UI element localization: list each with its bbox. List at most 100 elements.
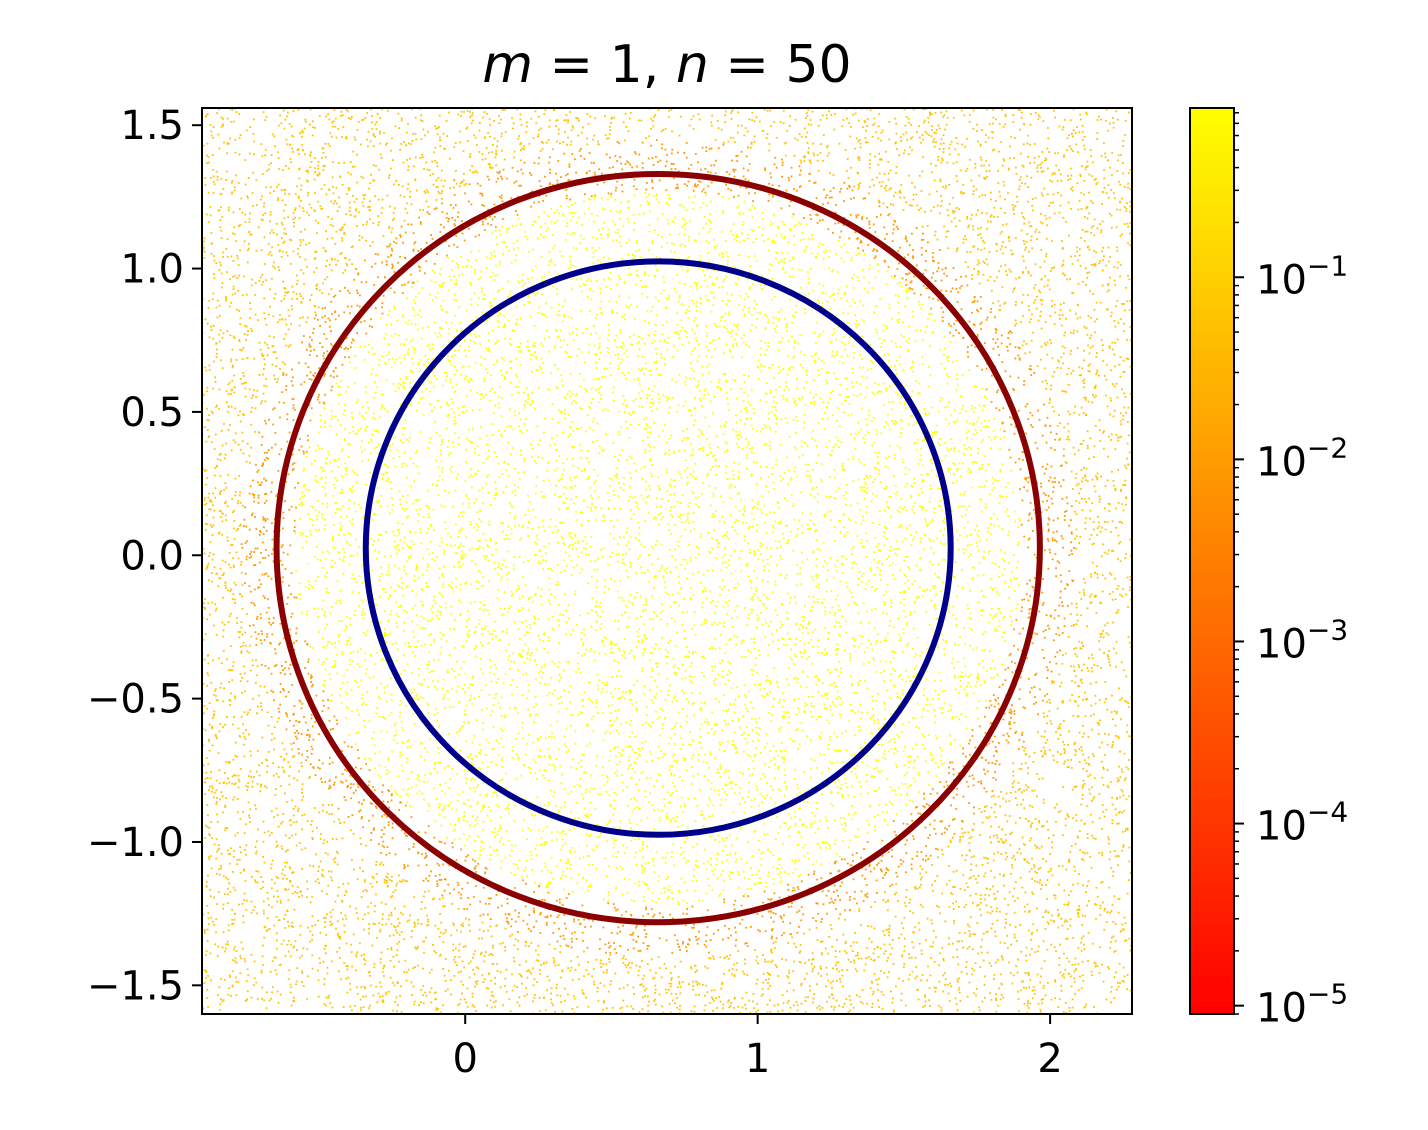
scatter-point	[890, 990, 892, 992]
scatter-point	[916, 806, 918, 808]
scatter-point	[412, 307, 414, 309]
scatter-point	[1006, 913, 1008, 915]
scatter-point	[284, 128, 286, 130]
scatter-point	[1083, 386, 1085, 388]
scatter-point	[729, 878, 731, 880]
scatter-point	[453, 670, 455, 672]
scatter-point	[471, 204, 473, 206]
scatter-point	[1119, 796, 1121, 798]
scatter-point	[423, 168, 425, 170]
scatter-point	[1032, 997, 1034, 999]
scatter-point	[1100, 231, 1102, 233]
scatter-point	[748, 375, 750, 377]
scatter-point	[643, 942, 645, 944]
scatter-point	[340, 590, 342, 592]
scatter-point	[605, 653, 607, 655]
scatter-point	[526, 387, 528, 389]
scatter-point	[207, 602, 209, 604]
scatter-point	[888, 266, 890, 268]
scatter-point	[543, 545, 545, 547]
scatter-point	[632, 932, 634, 934]
scatter-point	[993, 487, 995, 489]
scatter-point	[829, 398, 831, 400]
scatter-point	[327, 973, 329, 975]
scatter-point	[665, 989, 667, 991]
scatter-point	[617, 746, 619, 748]
scatter-point	[1020, 804, 1022, 806]
scatter-point	[1129, 233, 1131, 235]
scatter-point	[425, 832, 427, 834]
scatter-point	[678, 903, 680, 905]
scatter-point	[659, 179, 661, 181]
scatter-point	[887, 424, 889, 426]
scatter-point	[698, 429, 700, 431]
scatter-point	[458, 414, 460, 416]
scatter-point	[355, 969, 357, 971]
scatter-point	[758, 360, 760, 362]
scatter-point	[379, 117, 381, 119]
scatter-point	[864, 742, 866, 744]
scatter-point	[319, 289, 321, 291]
scatter-point	[826, 194, 828, 196]
scatter-point	[1070, 353, 1072, 355]
scatter-point	[972, 424, 974, 426]
scatter-point	[496, 963, 498, 965]
scatter-point	[513, 157, 515, 159]
scatter-point	[789, 826, 791, 828]
scatter-point	[1045, 742, 1047, 744]
scatter-point	[613, 387, 615, 389]
scatter-point	[264, 318, 266, 320]
scatter-point	[286, 251, 288, 253]
scatter-point	[744, 423, 746, 425]
scatter-point	[1113, 480, 1115, 482]
scatter-point	[778, 372, 780, 374]
scatter-point	[531, 869, 533, 871]
scatter-point	[839, 236, 841, 238]
scatter-point	[467, 799, 469, 801]
scatter-point	[592, 236, 594, 238]
scatter-point	[287, 216, 289, 218]
scatter-point	[1087, 445, 1089, 447]
scatter-point	[1078, 493, 1080, 495]
scatter-point	[252, 698, 254, 700]
scatter-point	[479, 438, 481, 440]
scatter-point	[877, 562, 879, 564]
scatter-point	[1004, 640, 1006, 642]
scatter-point	[667, 852, 669, 854]
scatter-point	[906, 772, 908, 774]
scatter-point	[950, 448, 952, 450]
scatter-point	[870, 109, 872, 111]
scatter-point	[610, 122, 612, 124]
scatter-point	[948, 865, 950, 867]
scatter-point	[782, 164, 784, 166]
scatter-point	[511, 591, 513, 593]
scatter-point	[739, 727, 741, 729]
scatter-point	[972, 193, 974, 195]
scatter-point	[533, 908, 535, 910]
scatter-point	[409, 457, 411, 459]
scatter-point	[961, 515, 963, 517]
scatter-point	[1051, 181, 1053, 183]
scatter-point	[377, 215, 379, 217]
scatter-point	[893, 626, 895, 628]
scatter-point	[896, 166, 898, 168]
scatter-point	[406, 502, 408, 504]
scatter-point	[946, 373, 948, 375]
scatter-point	[638, 540, 640, 542]
scatter-point	[240, 673, 242, 675]
scatter-point	[640, 543, 642, 545]
scatter-point	[898, 696, 900, 698]
scatter-point	[925, 331, 927, 333]
scatter-point	[372, 544, 374, 546]
scatter-point	[533, 706, 535, 708]
scatter-point	[680, 725, 682, 727]
scatter-point	[770, 177, 772, 179]
scatter-point	[587, 296, 589, 298]
scatter-point	[470, 390, 472, 392]
scatter-point	[761, 495, 763, 497]
scatter-point	[663, 887, 665, 889]
scatter-point	[835, 444, 837, 446]
scatter-point	[961, 569, 963, 571]
scatter-point	[721, 742, 723, 744]
scatter-point	[1096, 352, 1098, 354]
